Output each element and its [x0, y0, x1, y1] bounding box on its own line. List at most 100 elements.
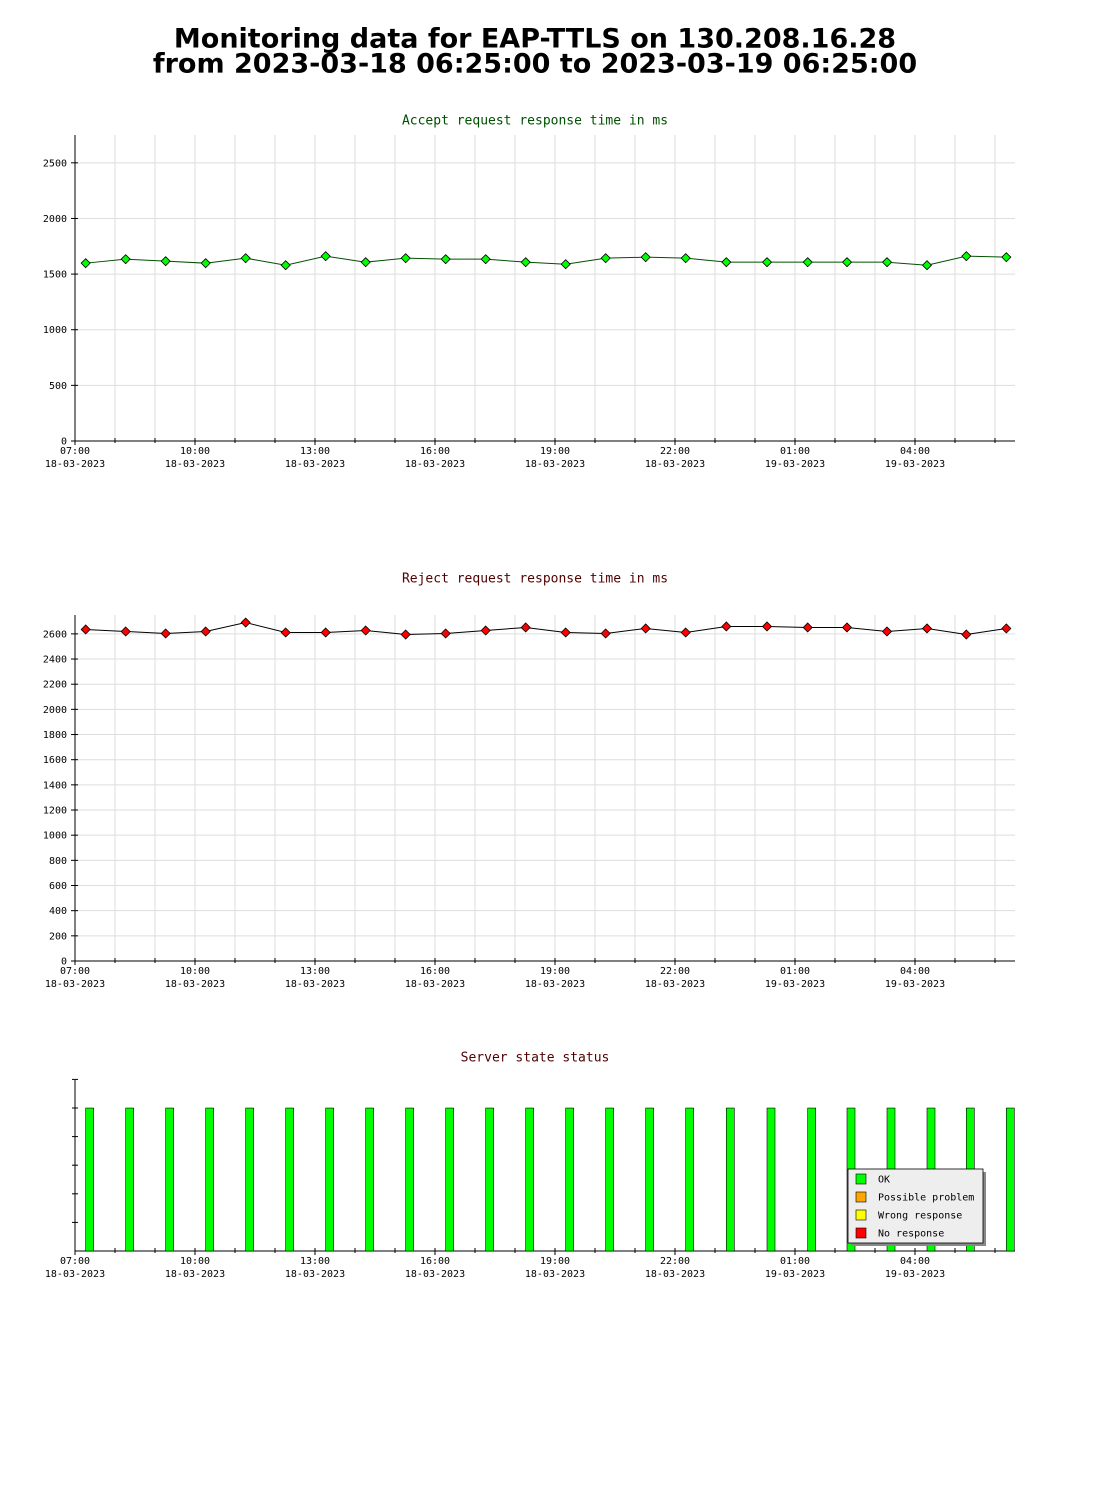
point — [80, 258, 91, 269]
y-tick-label: 2000 — [43, 214, 67, 225]
point — [360, 257, 371, 268]
legend-label: No response — [878, 1229, 944, 1240]
x-tick-label: 16:00 — [420, 966, 450, 977]
point — [560, 627, 571, 638]
point — [961, 629, 972, 640]
status-bar — [165, 1107, 174, 1252]
x-tick-label: 18-03-2023 — [525, 459, 585, 470]
x-tick-label: 18-03-2023 — [645, 979, 705, 990]
x-tick-label: 10:00 — [180, 1256, 210, 1267]
x-tick-label: 22:00 — [660, 966, 690, 977]
line — [85, 622, 1007, 636]
x-tick-label: 18-03-2023 — [405, 979, 465, 990]
x-tick-label: 18-03-2023 — [45, 979, 105, 990]
y-tick-label: 2600 — [43, 629, 67, 640]
x-tick-label: 22:00 — [660, 446, 690, 457]
point — [200, 258, 211, 269]
point — [881, 257, 893, 268]
legend-box — [847, 1168, 984, 1244]
point — [680, 627, 691, 638]
x-tick-label: 13:00 — [300, 446, 330, 457]
point — [560, 259, 571, 270]
x-tick-label: 16:00 — [420, 446, 450, 457]
x-tick-label: 19:00 — [540, 446, 570, 457]
chart-title: Server state status — [461, 1051, 610, 1066]
point — [280, 627, 291, 638]
point — [600, 253, 611, 264]
point — [640, 623, 651, 634]
chart-title: Reject request response time in ms — [402, 572, 668, 587]
legend: OK Possible problem Wrong response No respo… — [847, 1168, 986, 1246]
x-tick-label: 07:00 — [60, 1256, 90, 1267]
legend-swatch — [855, 1173, 867, 1185]
x-tick-label: 04:00 — [900, 966, 930, 977]
status-bar — [766, 1107, 776, 1252]
status-bar — [245, 1107, 254, 1252]
x-tick-label: 01:00 — [780, 1256, 810, 1267]
x-tick-label: 18-03-2023 — [165, 459, 225, 470]
legend-swatch — [855, 1227, 867, 1239]
y-tick-label: 800 — [49, 856, 67, 867]
x-tick-label: 10:00 — [180, 446, 210, 457]
point — [721, 257, 732, 268]
status-bar — [605, 1107, 614, 1252]
x-tick-label: 18-03-2023 — [405, 459, 465, 470]
x-tick-label: 13:00 — [300, 966, 330, 977]
x-tick-label: 10:00 — [180, 966, 210, 977]
status-bar — [205, 1107, 214, 1252]
point — [80, 624, 91, 635]
point — [520, 257, 531, 268]
status-bar — [485, 1107, 494, 1252]
x-tick-label: 19-03-2023 — [885, 459, 945, 470]
x-tick-label: 01:00 — [780, 446, 810, 457]
x-tick-label: 18-03-2023 — [645, 1269, 705, 1280]
point — [120, 626, 131, 637]
point — [200, 626, 211, 637]
point — [400, 253, 411, 264]
point — [1001, 252, 1012, 263]
point — [881, 626, 893, 637]
status-bar — [525, 1107, 534, 1252]
main-title: Monitoring data for EAP-TTLS on 130.208.… — [174, 24, 896, 55]
status-bar — [85, 1107, 94, 1252]
x-tick-label: 18-03-2023 — [165, 979, 225, 990]
y-tick-label: 1500 — [43, 270, 67, 281]
point — [841, 257, 853, 268]
main-subtitle: from 2023-03-18 06:25:00 to 2023-03-19 0… — [153, 49, 917, 80]
x-tick-label: 01:00 — [780, 966, 810, 977]
legend-label: Possible problem — [878, 1193, 974, 1204]
status-bar — [685, 1107, 694, 1252]
point — [921, 623, 933, 634]
point — [721, 621, 732, 632]
status-bar — [285, 1107, 294, 1252]
x-tick-label: 22:00 — [660, 1256, 690, 1267]
point — [600, 628, 611, 639]
x-tick-label: 19-03-2023 — [765, 459, 825, 470]
point — [640, 252, 651, 263]
point — [480, 254, 491, 265]
x-tick-label: 18-03-2023 — [285, 459, 345, 470]
point — [921, 260, 933, 271]
status-bar — [807, 1107, 816, 1252]
y-tick-label: 1800 — [43, 730, 67, 741]
status-bar — [405, 1107, 414, 1252]
status-bar — [645, 1107, 654, 1252]
line — [85, 255, 1007, 266]
status-bar — [1006, 1107, 1015, 1252]
y-tick-label: 1200 — [43, 806, 67, 817]
y-tick-label: 200 — [49, 931, 67, 942]
point — [841, 622, 853, 633]
point — [802, 622, 813, 633]
legend-label: Wrong response — [878, 1211, 962, 1222]
status-bar — [726, 1107, 735, 1252]
x-tick-label: 18-03-2023 — [525, 979, 585, 990]
point — [480, 625, 491, 636]
x-tick-label: 19:00 — [540, 966, 570, 977]
legend-label: OK — [878, 1175, 890, 1186]
x-tick-label: 18-03-2023 — [285, 979, 345, 990]
y-tick-label: 600 — [49, 881, 67, 892]
point — [1001, 623, 1012, 634]
y-tick-label: 0 — [61, 437, 67, 448]
y-tick-label: 1000 — [43, 831, 67, 842]
